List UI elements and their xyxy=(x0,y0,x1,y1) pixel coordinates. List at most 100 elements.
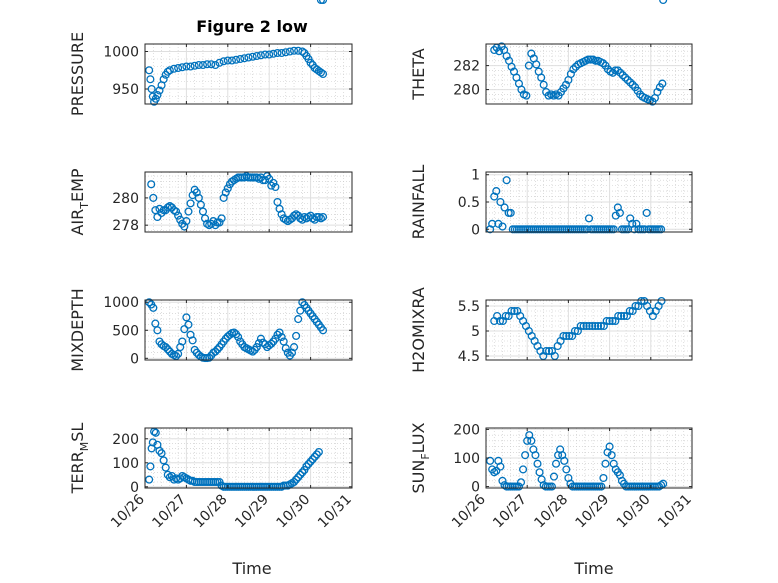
y-axis-label-main: AIR xyxy=(68,209,87,236)
data-point xyxy=(219,57,228,66)
data-point xyxy=(486,456,495,465)
data-point xyxy=(159,456,168,465)
data-point xyxy=(165,66,174,75)
y-axis-label-subscript: M xyxy=(78,442,91,452)
data-point xyxy=(153,212,162,222)
data-point xyxy=(229,328,239,337)
data-series xyxy=(145,298,328,363)
data-point xyxy=(174,211,183,220)
data-point xyxy=(298,47,307,56)
data-point xyxy=(658,79,667,88)
x-axis-label-left: Time xyxy=(231,559,271,578)
data-point xyxy=(562,465,571,474)
data-point xyxy=(500,203,509,212)
data-point xyxy=(507,306,516,316)
data-point xyxy=(659,0,668,5)
data-point xyxy=(277,48,286,58)
data-point xyxy=(492,466,501,475)
x-tick-label: 10/31 xyxy=(655,492,695,532)
data-series xyxy=(490,42,667,106)
data-point xyxy=(227,56,236,65)
data-point xyxy=(527,49,536,58)
data-point xyxy=(269,178,278,187)
data-point xyxy=(252,343,261,352)
data-point xyxy=(271,182,280,192)
data-point xyxy=(267,339,276,348)
y-axis-label-subscript: T xyxy=(78,202,91,210)
data-point xyxy=(146,75,155,84)
data-point xyxy=(498,476,507,485)
data-point xyxy=(234,332,243,342)
data-point xyxy=(316,68,326,77)
data-point xyxy=(498,222,507,231)
y-axis-label-main: SUN xyxy=(409,460,428,494)
data-point xyxy=(232,55,241,64)
data-point xyxy=(215,218,224,227)
y-tick-label: 0 xyxy=(130,351,139,367)
data-point xyxy=(605,442,614,451)
data-point xyxy=(490,468,499,477)
data-point xyxy=(601,459,610,468)
data-point xyxy=(547,482,556,491)
data-point xyxy=(149,193,158,202)
data-point xyxy=(561,80,570,89)
data-point xyxy=(273,48,282,58)
subplot-sun_flux: 0 100 200 10/26 10/27 10/28 10/29 10/30 10/31 SUN… xyxy=(409,422,695,531)
data-series xyxy=(486,0,668,234)
data-point xyxy=(294,473,303,482)
data-point xyxy=(211,60,220,70)
data-point xyxy=(155,446,164,455)
data-point xyxy=(194,60,203,70)
x-axis-label-right: Time xyxy=(573,559,613,578)
x-tick-label: 10/31 xyxy=(315,492,355,532)
data-series xyxy=(145,0,328,491)
data-point xyxy=(632,219,641,228)
data-point xyxy=(285,215,294,224)
data-point xyxy=(576,321,585,331)
x-tick-label: 10/26 xyxy=(449,491,489,531)
data-point xyxy=(172,352,181,361)
data-point xyxy=(205,353,214,362)
data-point xyxy=(602,316,611,326)
x-tick-label: 10/30 xyxy=(274,492,314,532)
data-point xyxy=(524,61,533,70)
data-point xyxy=(607,451,616,460)
data-point xyxy=(302,462,311,471)
data-point xyxy=(172,207,181,216)
y-axis-label: RAINFALL xyxy=(409,165,428,240)
y-axis-label-rest: LUX xyxy=(409,422,428,453)
y-tick-label: 500 xyxy=(112,323,139,339)
data-point xyxy=(294,315,303,324)
data-point xyxy=(304,459,313,469)
data-point xyxy=(186,199,195,208)
data-point xyxy=(248,52,257,61)
data-point xyxy=(492,187,501,196)
data-point xyxy=(544,346,554,356)
y-tick-label: 4.5 xyxy=(458,349,480,365)
data-point xyxy=(178,63,187,72)
y-tick-label: 1000 xyxy=(103,45,139,61)
data-point xyxy=(186,62,195,71)
data-point xyxy=(184,207,193,216)
data-point xyxy=(521,451,530,460)
y-axis-label-subscript: F xyxy=(419,453,432,459)
data-point xyxy=(657,225,666,234)
data-point xyxy=(157,449,166,458)
y-tick-label: 5.5 xyxy=(458,299,480,315)
data-series xyxy=(486,431,668,491)
data-point xyxy=(316,214,326,223)
data-point xyxy=(192,188,201,197)
data-point xyxy=(163,67,172,76)
data-point xyxy=(223,184,232,193)
data-point xyxy=(285,47,294,56)
data-point xyxy=(532,60,541,69)
data-point xyxy=(169,64,179,73)
data-point xyxy=(549,472,559,481)
axes-box xyxy=(485,43,693,105)
data-point xyxy=(501,311,510,321)
data-point xyxy=(510,306,519,316)
data-point xyxy=(615,208,624,217)
data-point xyxy=(539,80,548,89)
data-point xyxy=(215,58,224,67)
